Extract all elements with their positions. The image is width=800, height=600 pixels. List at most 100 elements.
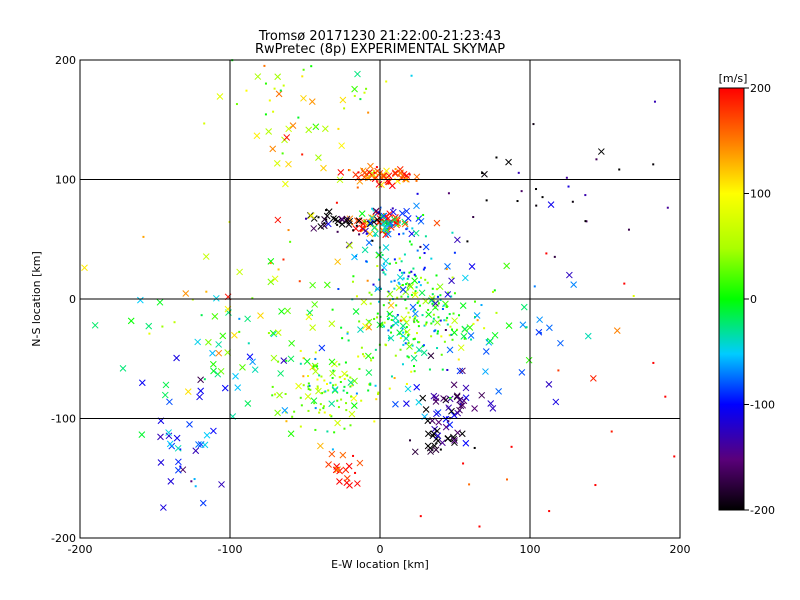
data-point-x <box>196 393 203 401</box>
data-point-dot <box>457 358 460 361</box>
data-point-dot <box>344 361 347 364</box>
data-point-x <box>373 216 381 224</box>
data-point-x <box>310 397 318 405</box>
data-point-x <box>341 370 348 378</box>
data-point-dot <box>190 480 193 483</box>
data-point-dot <box>393 287 396 290</box>
data-point-x <box>138 431 146 438</box>
data-point-dot <box>410 74 413 77</box>
data-point-x <box>173 434 181 442</box>
data-point-dot <box>402 232 405 235</box>
data-point-dot <box>263 64 266 67</box>
data-point-dot <box>571 200 574 203</box>
data-point-dot <box>553 255 556 258</box>
data-point-dot <box>337 127 340 130</box>
data-point-x <box>350 402 358 409</box>
data-point-x <box>387 334 395 342</box>
data-point-x <box>346 215 354 223</box>
data-point-x <box>384 230 392 238</box>
data-point-dot <box>347 339 350 342</box>
data-point-x <box>431 442 438 450</box>
data-point-dot <box>439 319 442 322</box>
data-point-x <box>566 271 573 279</box>
data-point-x <box>336 478 343 485</box>
data-point-x <box>257 312 264 319</box>
data-point-x <box>280 357 288 364</box>
data-point-x <box>386 210 394 218</box>
data-point-dot <box>397 281 400 284</box>
data-point-x <box>211 312 219 320</box>
grid-lines <box>80 60 680 538</box>
data-point-dot <box>309 388 312 391</box>
data-point-x <box>444 291 452 298</box>
data-point-x <box>403 207 410 215</box>
data-point-dot <box>340 398 343 401</box>
data-point-dot <box>381 268 384 271</box>
data-point-x <box>398 174 406 182</box>
data-point-dot <box>299 362 302 365</box>
data-point-dot <box>388 387 391 390</box>
data-point-dot <box>343 107 346 110</box>
data-point-dot <box>535 204 538 207</box>
data-point-dot <box>284 393 287 396</box>
data-point-dot <box>179 465 182 468</box>
data-point-dot <box>358 233 361 236</box>
data-point-dot <box>361 353 364 356</box>
data-point-x <box>332 466 340 474</box>
data-point-dot <box>376 265 379 268</box>
data-point-x <box>173 354 180 362</box>
data-point-x <box>392 314 399 322</box>
data-point-dot <box>413 321 416 324</box>
data-point-dot <box>321 392 324 395</box>
data-point-x <box>186 421 193 428</box>
data-point-dot <box>307 385 310 388</box>
data-point-dot <box>235 103 238 106</box>
data-point-x <box>442 396 450 404</box>
data-point-dot <box>142 235 145 238</box>
data-point-dot <box>623 282 626 285</box>
data-point-dot <box>336 399 339 402</box>
data-point-dot <box>268 99 271 102</box>
data-point-dot <box>451 231 454 234</box>
data-point-dot <box>264 82 267 85</box>
data-point-x <box>450 329 458 336</box>
data-point-dot <box>331 448 334 451</box>
data-point-dot <box>384 273 387 276</box>
data-point-x <box>182 290 190 297</box>
data-point-dot <box>535 188 538 191</box>
data-point-dot <box>422 213 425 216</box>
data-point-dot <box>417 320 420 323</box>
data-point-x <box>382 244 390 251</box>
data-point-dot <box>357 171 360 174</box>
data-point-dot <box>375 316 378 319</box>
data-point-x <box>435 418 443 426</box>
data-point-x <box>219 332 227 340</box>
data-point-dot <box>365 87 368 90</box>
data-point-dot <box>289 240 292 243</box>
data-point-x <box>487 400 495 407</box>
data-point-dot <box>415 319 418 322</box>
y-tick-label: -100 <box>51 413 76 426</box>
data-point-dot <box>379 287 382 290</box>
data-point-x <box>199 499 207 507</box>
data-point-x <box>459 302 467 309</box>
data-point-dot <box>436 295 439 298</box>
data-point-dot <box>405 382 408 385</box>
data-point-dot <box>388 262 391 265</box>
data-point-x <box>375 180 383 188</box>
data-point-dot <box>299 425 302 428</box>
data-point-dot <box>383 321 386 324</box>
data-point-dot <box>470 338 473 341</box>
data-point-dot <box>381 323 384 326</box>
data-point-x <box>409 303 417 311</box>
data-point-dot <box>446 323 449 326</box>
data-point-dot <box>377 391 380 394</box>
data-point-dot <box>402 277 405 280</box>
data-point-x <box>392 400 399 408</box>
data-point-x <box>166 398 173 406</box>
data-point-dot <box>425 321 428 324</box>
data-point-x <box>274 73 282 81</box>
data-point-dot <box>483 327 486 330</box>
data-point-dot <box>442 304 445 307</box>
